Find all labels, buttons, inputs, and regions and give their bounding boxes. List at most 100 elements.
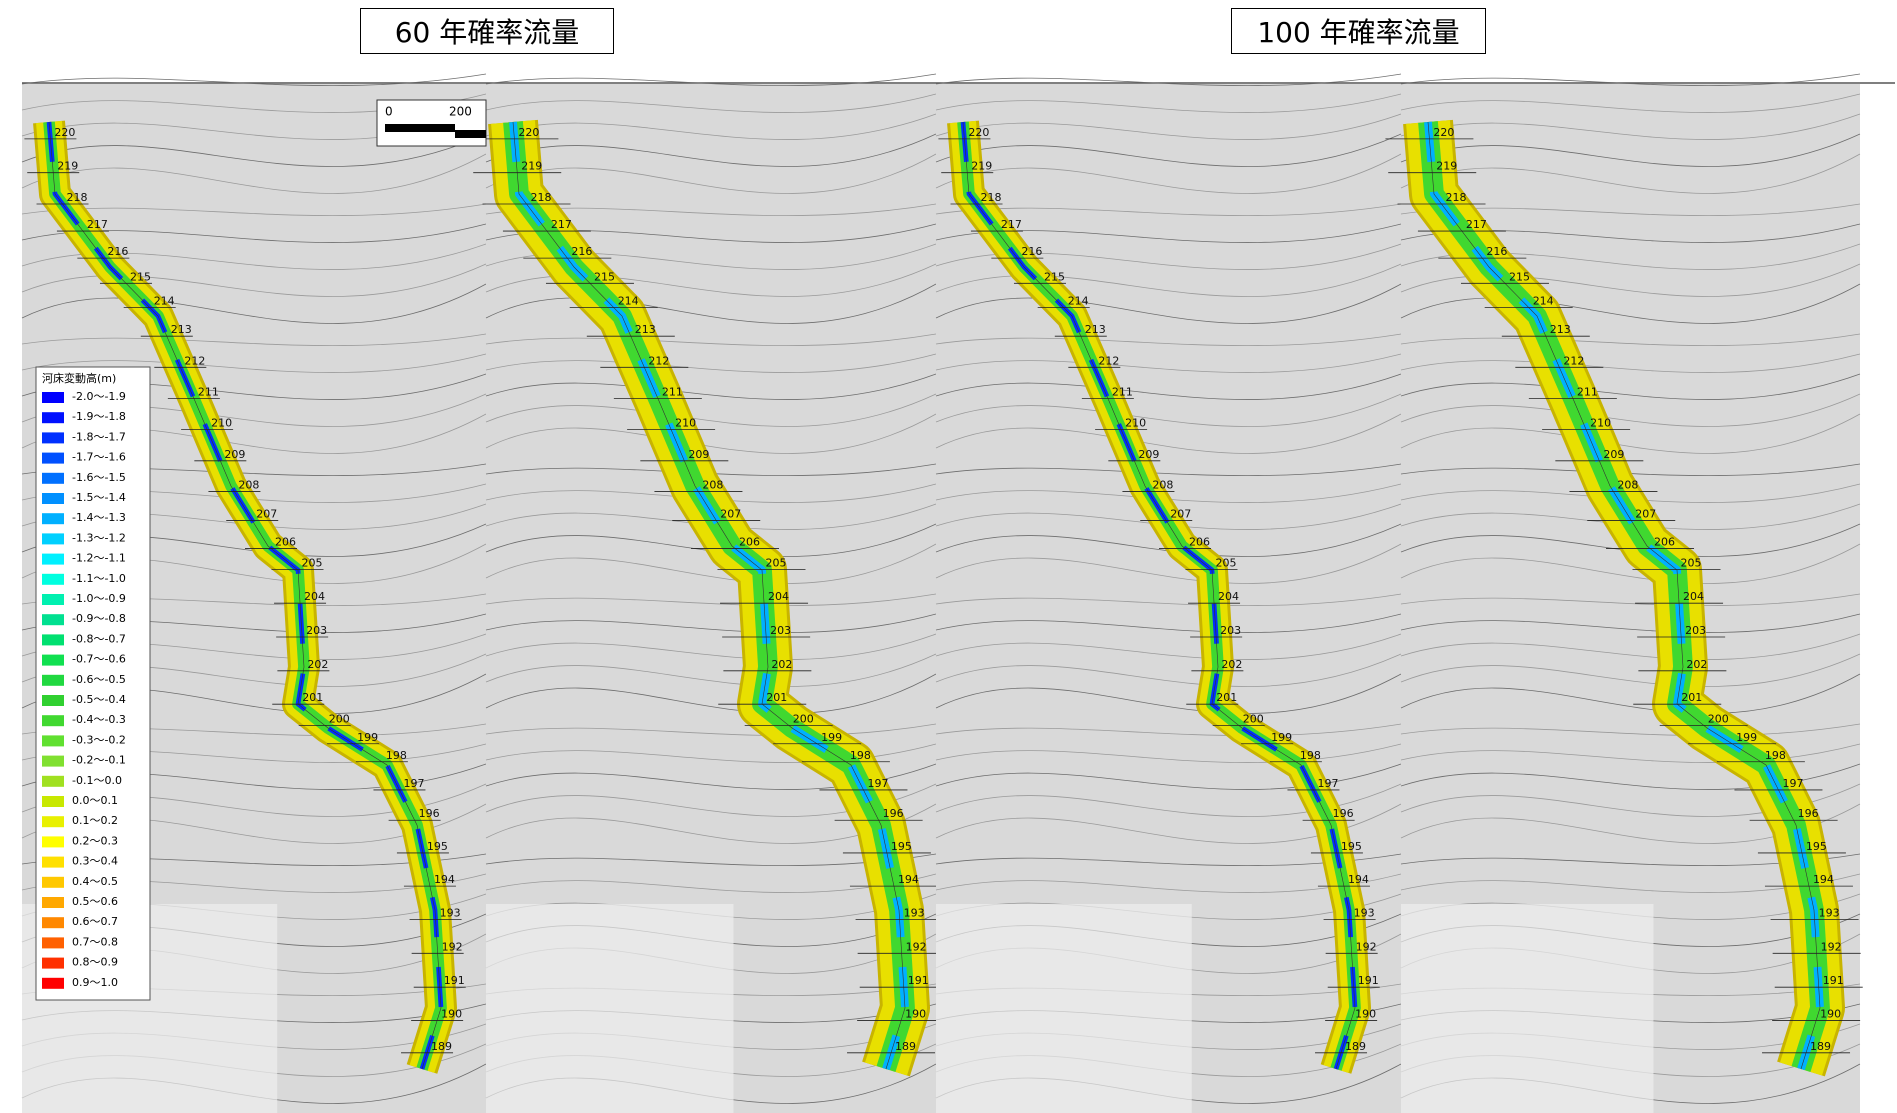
legend-swatch xyxy=(42,917,64,928)
legend-label: -1.6～-1.5 xyxy=(72,471,126,484)
station-label: 203 xyxy=(1220,624,1241,637)
station-label: 203 xyxy=(1685,624,1706,637)
legend-swatch xyxy=(42,412,64,423)
station-label: 215 xyxy=(594,270,615,283)
station-label: 213 xyxy=(171,323,192,336)
station-label: 200 xyxy=(329,712,350,725)
legend-label: 0.2～0.3 xyxy=(72,834,118,847)
station-label: 190 xyxy=(905,1007,926,1020)
station-label: 196 xyxy=(419,807,440,820)
urban-area xyxy=(936,904,1192,1113)
station-label: 201 xyxy=(1216,691,1237,704)
station-label: 198 xyxy=(1300,749,1321,762)
station-label: 201 xyxy=(766,691,787,704)
legend-swatch xyxy=(42,776,64,787)
station-label: 189 xyxy=(431,1040,452,1053)
station-label: 203 xyxy=(770,624,791,637)
legend-swatch xyxy=(42,513,64,524)
station-label: 192 xyxy=(1356,940,1377,953)
station-label: 208 xyxy=(1617,479,1638,492)
legend-label: 0.8～0.9 xyxy=(72,956,118,969)
legend-swatch xyxy=(42,655,64,666)
station-label: 209 xyxy=(1138,448,1159,461)
legend-swatch xyxy=(42,715,64,726)
panel-header: 60 年確率流量 xyxy=(360,8,614,54)
station-label: 194 xyxy=(1813,873,1834,886)
station-label: 214 xyxy=(1068,295,1089,308)
station-label: 216 xyxy=(571,245,592,258)
scale-bar-segment xyxy=(455,130,486,138)
station-label: 214 xyxy=(618,295,639,308)
station-label: 197 xyxy=(1317,777,1338,790)
legend-label: 0.5～0.6 xyxy=(72,895,118,908)
station-label: 196 xyxy=(1333,807,1354,820)
station-label: 205 xyxy=(301,557,322,570)
legend-label: -1.4～-1.3 xyxy=(72,511,126,524)
legend-swatch xyxy=(42,594,64,605)
station-label: 209 xyxy=(688,448,709,461)
station-label: 199 xyxy=(1736,731,1757,744)
page: 2202192182172162152142132122112102092082… xyxy=(0,0,1897,1113)
station-label: 200 xyxy=(1708,712,1729,725)
scale-label: 0 xyxy=(385,105,393,119)
legend-swatch xyxy=(42,453,64,464)
station-label: 218 xyxy=(67,191,88,204)
station-label: 193 xyxy=(1354,906,1375,919)
legend-swatch xyxy=(42,735,64,746)
station-label: 205 xyxy=(1215,557,1236,570)
station-label: 219 xyxy=(521,160,542,173)
station-label: 212 xyxy=(1563,354,1584,367)
station-label: 218 xyxy=(531,191,552,204)
legend-label: -1.1～-1.0 xyxy=(72,572,126,585)
legend-label: -1.3～-1.2 xyxy=(72,531,126,544)
legend-swatch xyxy=(42,554,64,565)
legend-label: 0.3～0.4 xyxy=(72,855,118,868)
station-label: 200 xyxy=(793,712,814,725)
station-label: 219 xyxy=(971,160,992,173)
station-label: 211 xyxy=(1577,385,1598,398)
station-label: 219 xyxy=(1436,160,1457,173)
station-label: 220 xyxy=(968,126,989,139)
legend-label: -0.4～-0.3 xyxy=(72,713,126,726)
station-label: 197 xyxy=(403,777,424,790)
station-label: 202 xyxy=(307,658,328,671)
legend-swatch xyxy=(42,816,64,827)
legend-label: 0.6～0.7 xyxy=(72,915,118,928)
station-label: 215 xyxy=(1044,270,1065,283)
station-label: 202 xyxy=(1686,658,1707,671)
station-label: 205 xyxy=(765,557,786,570)
contour-line xyxy=(486,74,936,86)
station-label: 189 xyxy=(1345,1040,1366,1053)
station-label: 220 xyxy=(1433,126,1454,139)
station-label: 212 xyxy=(648,354,669,367)
station-label: 197 xyxy=(867,777,888,790)
station-label: 212 xyxy=(184,354,205,367)
station-label: 204 xyxy=(768,590,789,603)
legend-label: -1.8～-1.7 xyxy=(72,430,126,443)
station-label: 218 xyxy=(981,191,1002,204)
station-label: 204 xyxy=(1218,590,1239,603)
station-label: 208 xyxy=(1152,479,1173,492)
legend-label: -0.7～-0.6 xyxy=(72,653,126,666)
legend-swatch xyxy=(42,533,64,544)
map-panel: 2202192182172162152142132122112102092082… xyxy=(470,74,947,1113)
station-label: 206 xyxy=(1654,535,1675,548)
station-label: 207 xyxy=(256,507,277,520)
legend-swatch xyxy=(42,473,64,484)
legend-label: 0.1～0.2 xyxy=(72,814,118,827)
legend-label: 0.4～0.5 xyxy=(72,875,118,888)
station-label: 200 xyxy=(1243,712,1264,725)
station-label: 211 xyxy=(1112,385,1133,398)
station-label: 218 xyxy=(1446,191,1467,204)
map-panel: 2202192182172162152142132122112102092082… xyxy=(1385,74,1862,1113)
station-label: 190 xyxy=(441,1007,462,1020)
legend-label: -0.5～-0.4 xyxy=(72,693,126,706)
station-label: 196 xyxy=(883,807,904,820)
station-label: 199 xyxy=(1271,731,1292,744)
legend-swatch xyxy=(42,756,64,767)
legend-swatch xyxy=(42,958,64,969)
legend-swatch xyxy=(42,897,64,908)
station-label: 189 xyxy=(1810,1040,1831,1053)
legend-swatch xyxy=(42,796,64,807)
station-label: 219 xyxy=(57,160,78,173)
